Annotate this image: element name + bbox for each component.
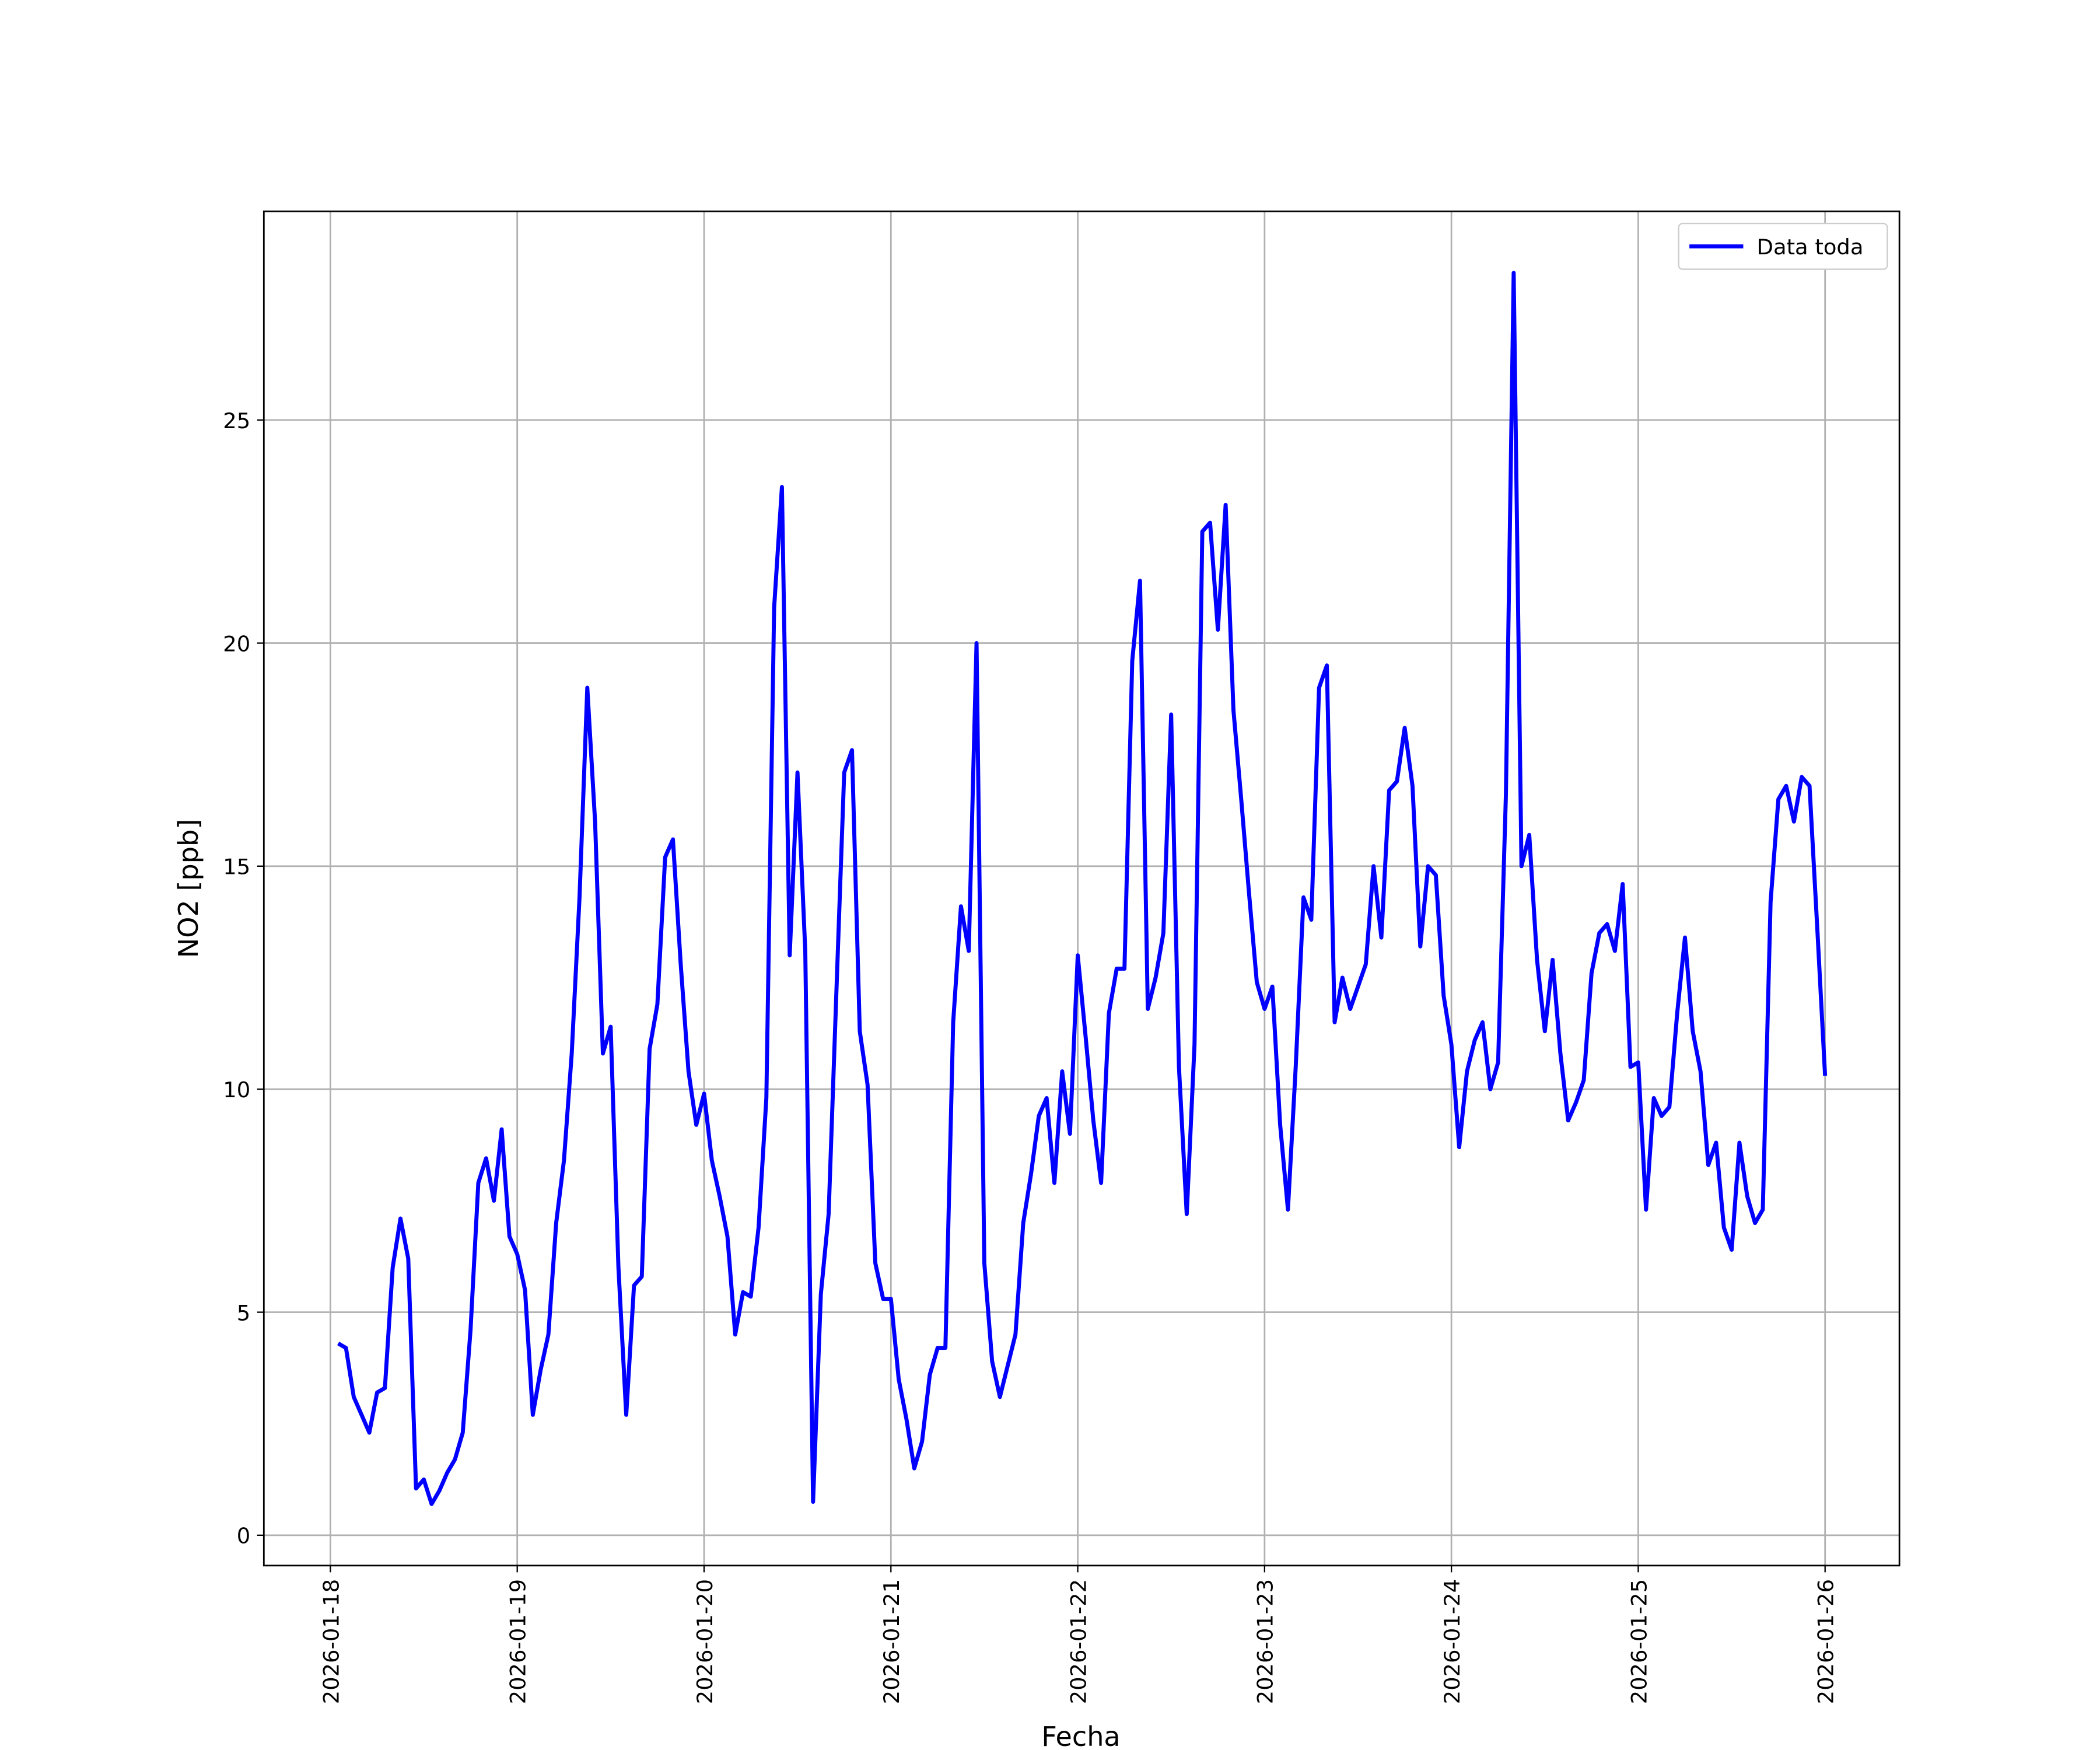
x-tick-label: 2026-01-24 [1440, 1579, 1465, 1704]
y-tick-label: 0 [237, 1524, 250, 1549]
x-tick-label: 2026-01-22 [1066, 1579, 1091, 1704]
y-tick-label: 20 [223, 631, 250, 656]
y-tick-label: 15 [223, 855, 250, 880]
y-tick-label: 10 [223, 1077, 250, 1102]
x-tick-label: 2026-01-19 [506, 1579, 531, 1704]
x-tick-label: 2026-01-23 [1253, 1579, 1278, 1704]
y-tick-label: 25 [223, 408, 250, 433]
legend-box [1678, 222, 1888, 270]
y-axis-label: NO2 [ppb] [173, 819, 204, 958]
x-tick-label: 2026-01-25 [1626, 1579, 1651, 1704]
data-line [337, 271, 1828, 1506]
x-tick-label: 2026-01-20 [692, 1579, 718, 1704]
plot-frame [262, 210, 1901, 1567]
x-tick-label: 2026-01-26 [1814, 1579, 1839, 1704]
legend-label: Data toda [1757, 235, 1864, 260]
x-tick-label: 2026-01-18 [318, 1579, 344, 1704]
x-axis-label: Fecha [1041, 1721, 1120, 1750]
y-tick-label: 5 [237, 1300, 250, 1325]
x-tick-label: 2026-01-21 [879, 1579, 904, 1704]
